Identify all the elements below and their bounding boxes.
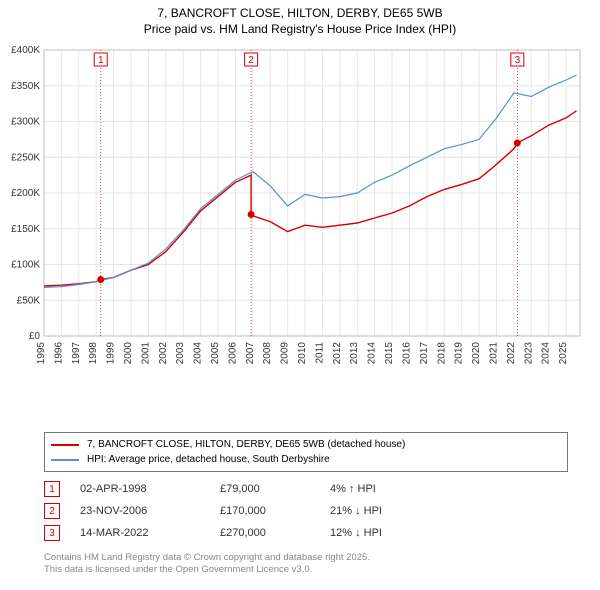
x-tick-label: 2000 — [123, 342, 134, 365]
row-marker-box: 3 — [44, 525, 60, 541]
legend-item: 7, BANCROFT CLOSE, HILTON, DERBY, DE65 5… — [51, 437, 561, 452]
row-price: £270,000 — [220, 527, 330, 539]
legend-label: 7, BANCROFT CLOSE, HILTON, DERBY, DE65 5… — [87, 437, 405, 452]
x-tick-label: 2024 — [541, 342, 552, 365]
row-date: 14-MAR-2022 — [80, 527, 220, 539]
x-tick-label: 2022 — [506, 342, 517, 365]
x-tick-label: 1996 — [53, 342, 64, 365]
row-delta: 4% ↑ HPI — [330, 483, 440, 495]
chart-container: 7, BANCROFT CLOSE, HILTON, DERBY, DE65 5… — [0, 0, 600, 590]
sale-marker-number: 1 — [98, 55, 104, 66]
x-tick-label: 2023 — [523, 342, 534, 365]
x-tick-label: 1995 — [36, 342, 47, 365]
footnote-line-1: Contains HM Land Registry data © Crown c… — [44, 552, 370, 564]
legend: 7, BANCROFT CLOSE, HILTON, DERBY, DE65 5… — [44, 432, 568, 472]
row-marker-box: 1 — [44, 481, 60, 497]
legend-item: HPI: Average price, detached house, Sout… — [51, 452, 561, 467]
row-date: 02-APR-1998 — [80, 483, 220, 495]
y-tick-label: £300K — [11, 117, 40, 128]
x-tick-label: 2012 — [332, 342, 343, 365]
table-row: 3 14-MAR-2022£270,00012% ↓ HPI — [44, 522, 440, 544]
sale-marker-number: 3 — [515, 55, 521, 66]
x-tick-label: 2003 — [175, 342, 186, 365]
sale-marker-dot — [514, 139, 521, 146]
x-tick-label: 2009 — [280, 342, 291, 365]
table-row: 2 23-NOV-2006£170,00021% ↓ HPI — [44, 500, 440, 522]
sale-marker-number: 2 — [248, 55, 254, 66]
x-tick-label: 2005 — [210, 342, 221, 365]
y-tick-label: £100K — [11, 260, 40, 271]
x-tick-label: 2020 — [471, 342, 482, 365]
x-tick-label: 2008 — [262, 342, 273, 365]
x-tick-label: 2025 — [558, 342, 569, 365]
footnote-line-2: This data is licensed under the Open Gov… — [44, 564, 370, 576]
y-tick-label: £400K — [11, 45, 40, 56]
x-tick-label: 2018 — [436, 342, 447, 365]
x-tick-label: 2013 — [349, 342, 360, 365]
y-tick-label: £50K — [17, 295, 41, 306]
x-tick-label: 2001 — [140, 342, 151, 365]
table-row: 1 02-APR-1998£79,0004% ↑ HPI — [44, 478, 440, 500]
legend-swatch — [51, 459, 79, 461]
legend-swatch — [51, 444, 79, 446]
y-tick-label: £350K — [11, 81, 40, 92]
sale-marker-dot — [248, 211, 255, 218]
sales-table: 1 02-APR-1998£79,0004% ↑ HPI 2 23-NOV-2006£… — [44, 478, 440, 544]
row-price: £79,000 — [220, 483, 330, 495]
row-delta: 21% ↓ HPI — [330, 505, 440, 517]
row-date: 23-NOV-2006 — [80, 505, 220, 517]
row-price: £170,000 — [220, 505, 330, 517]
x-tick-label: 2002 — [158, 342, 169, 365]
chart-title: 7, BANCROFT CLOSE, HILTON, DERBY, DE65 5… — [0, 0, 600, 37]
row-marker-box: 2 — [44, 503, 60, 519]
row-delta: 12% ↓ HPI — [330, 527, 440, 539]
x-tick-label: 1999 — [106, 342, 117, 365]
x-tick-label: 2016 — [401, 342, 412, 365]
x-tick-label: 2006 — [227, 342, 238, 365]
x-tick-label: 2004 — [193, 342, 204, 365]
y-tick-label: £200K — [11, 188, 40, 199]
line-chart: £0£50K£100K£150K£200K£250K£300K£350K£400… — [44, 46, 588, 386]
y-tick-label: £250K — [11, 152, 40, 163]
x-tick-label: 2011 — [314, 342, 325, 364]
y-tick-label: £150K — [11, 224, 40, 235]
legend-label: HPI: Average price, detached house, Sout… — [87, 452, 330, 467]
footnote: Contains HM Land Registry data © Crown c… — [44, 552, 370, 577]
y-tick-label: £0 — [29, 331, 41, 342]
x-tick-label: 2014 — [367, 342, 378, 365]
x-tick-label: 1997 — [71, 342, 82, 365]
x-tick-label: 2010 — [297, 342, 308, 365]
x-tick-label: 2017 — [419, 342, 430, 365]
x-tick-label: 2015 — [384, 342, 395, 365]
title-line-2: Price paid vs. HM Land Registry's House … — [0, 22, 600, 38]
x-tick-label: 2021 — [488, 342, 499, 365]
title-line-1: 7, BANCROFT CLOSE, HILTON, DERBY, DE65 5… — [0, 6, 600, 22]
x-tick-label: 1998 — [88, 342, 99, 365]
x-tick-label: 2019 — [454, 342, 465, 365]
x-tick-label: 2007 — [245, 342, 256, 365]
sale-marker-dot — [97, 276, 104, 283]
